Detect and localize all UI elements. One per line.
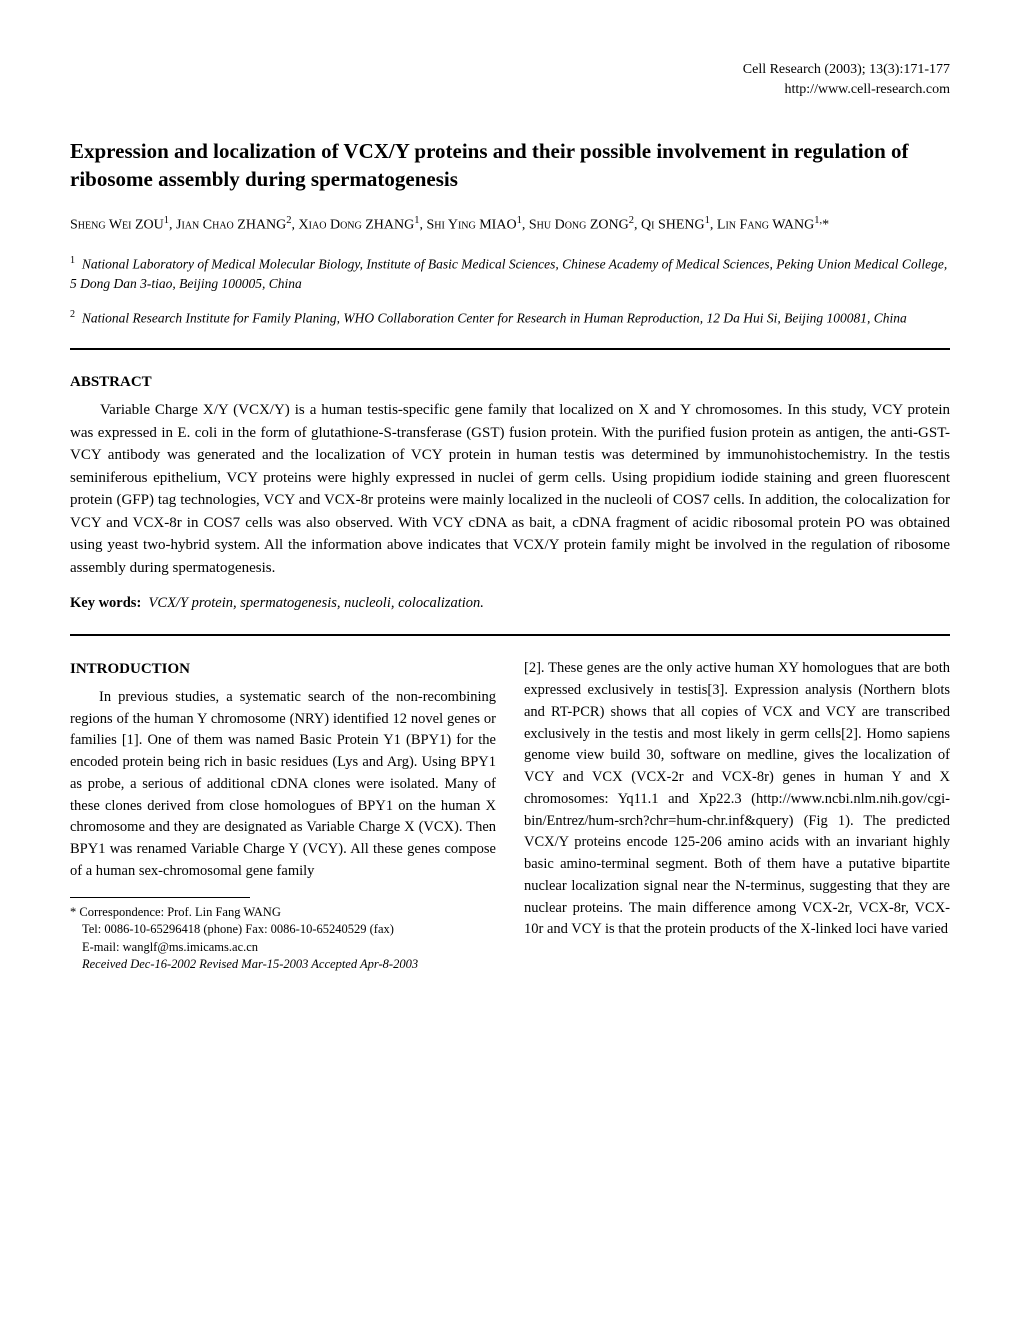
footnote-received: Received Dec-16-2002 Revised Mar-15-2003… (70, 956, 496, 974)
affiliation-2: 2 National Research Institute for Family… (70, 308, 950, 328)
footnote-email: E-mail: wanglf@ms.imicams.ac.cn (70, 939, 496, 957)
introduction-paragraph-2: [2]. These genes are the only active hum… (524, 658, 950, 941)
journal-url: http://www.cell-research.com (70, 80, 950, 100)
abstract-body: Variable Charge X/Y (VCX/Y) is a human t… (70, 399, 950, 579)
footnote-correspondence: * Correspondence: Prof. Lin Fang WANG (70, 904, 496, 922)
keywords-line: Key words: VCX/Y protein, spermatogenesi… (70, 593, 950, 614)
body-columns: INTRODUCTION In previous studies, a syst… (70, 658, 950, 973)
affiliation-1: 1 National Laboratory of Medical Molecul… (70, 254, 950, 294)
keywords-label: Key words: (70, 595, 141, 611)
keywords-value: VCX/Y protein, spermatogenesis, nucleoli… (149, 595, 484, 611)
article-title: Expression and localization of VCX/Y pro… (70, 137, 950, 194)
introduction-heading: INTRODUCTION (70, 658, 496, 681)
affiliation-2-text: National Research Institute for Family P… (82, 310, 907, 325)
journal-header: Cell Research (2003); 13(3):171-177 http… (70, 60, 950, 101)
affiliation-1-text: National Laboratory of Medical Molecular… (70, 256, 947, 291)
journal-citation: Cell Research (2003); 13(3):171-177 (70, 60, 950, 80)
abstract-heading: ABSTRACT (70, 372, 950, 394)
divider-bottom (70, 634, 950, 636)
introduction-paragraph-1: In previous studies, a systematic search… (70, 687, 496, 883)
footnote-telephone: Tel: 0086-10-65296418 (phone) Fax: 0086-… (70, 921, 496, 939)
correspondence-footnote: * Correspondence: Prof. Lin Fang WANG Te… (70, 904, 496, 974)
authors-line: Sheng Wei ZOU1, Jian Chao ZHANG2, Xiao D… (70, 213, 950, 236)
divider-top (70, 348, 950, 350)
footnote-divider (70, 897, 250, 898)
